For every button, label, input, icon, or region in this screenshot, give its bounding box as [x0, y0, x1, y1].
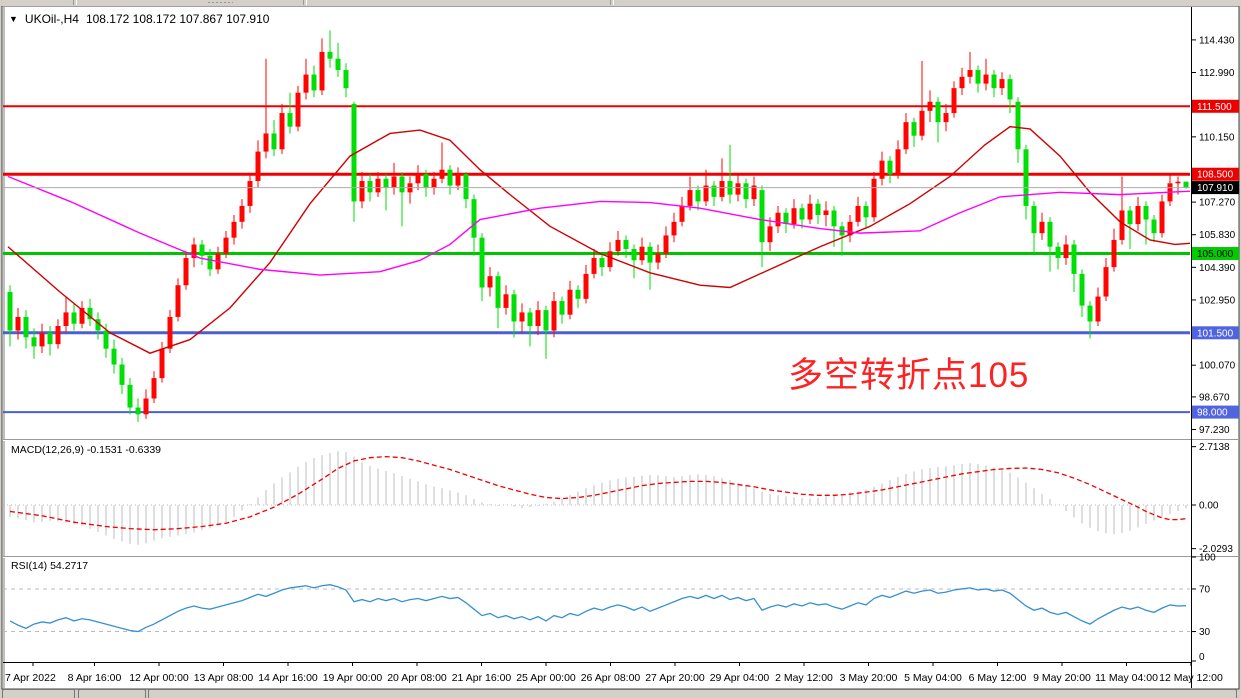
rsi-line: [9, 584, 1187, 633]
price-tick-label: 107.270: [1199, 198, 1236, 209]
chart-tab[interactable]: [78, 689, 146, 698]
ohlc-values-label: 108.172 108.172 107.867 107.910: [85, 12, 270, 26]
price-tick-label: 104.390: [1199, 263, 1236, 274]
price-axis: 114.430 112.990 110.150 107.270 105.830 104.3…: [1191, 35, 1236, 436]
macd-indicator-label: MACD(12,26,9) -0.1531 -0.6339: [11, 444, 161, 456]
svg-text:108.500: 108.500: [1197, 170, 1234, 181]
toolbar-drag-handle-icon: [207, 1, 233, 5]
price-tick-label: 97.230: [1199, 425, 1230, 436]
time-tick-label: 3 May 20:00: [840, 672, 898, 684]
text-annotation[interactable]: 多空转折点105: [788, 356, 1030, 395]
window-tab-strip: [0, 688, 1241, 698]
rsi-tick-label: 30: [1199, 627, 1211, 638]
time-tick-label: 5 May 04:00: [904, 672, 962, 684]
time-tick-label: 13 Apr 08:00: [194, 672, 254, 684]
chart-window-frame: [1, 5, 1240, 690]
macd-signal-line: [9, 455, 1187, 531]
price-tick-label: 98.670: [1199, 392, 1230, 403]
time-tick-label: 6 May 12:00: [969, 672, 1027, 684]
macd-tick-label: 2.7138: [1199, 442, 1230, 453]
price-badge: 101.500: [1192, 326, 1239, 340]
price-badge: 107.910: [1192, 181, 1239, 195]
price-badge: 98.000: [1192, 405, 1239, 419]
time-tick-label: 12 May 12:00: [1159, 672, 1223, 684]
price-tick-label: 105.830: [1199, 230, 1236, 241]
time-tick-label: 29 Apr 04:00: [710, 672, 770, 684]
price-tick-label: 112.990: [1199, 68, 1235, 79]
price-tick-label: 110.150: [1199, 132, 1235, 143]
time-tick-label: 26 Apr 08:00: [581, 672, 641, 684]
ma-fast-line: [7, 125, 1191, 354]
rsi-panel: 100 70 30 0: [3, 553, 1216, 663]
time-tick-label: 27 Apr 20:00: [645, 672, 705, 684]
macd-tick-label: 0.00: [1199, 501, 1219, 512]
rsi-tick-label: 0: [1199, 652, 1205, 663]
svg-text:98.000: 98.000: [1197, 408, 1228, 419]
price-badge: 108.500: [1192, 167, 1239, 181]
svg-text:107.910: 107.910: [1197, 183, 1234, 194]
price-badge: 111.500: [1192, 99, 1239, 113]
time-tick-label: 9 May 20:00: [1033, 672, 1091, 684]
svg-text:105.000: 105.000: [1197, 249, 1234, 260]
price-badge: 105.000: [1192, 247, 1239, 261]
chart-title: ▼ UKOil-,H4 108.172 108.172 107.867 107.…: [9, 12, 269, 26]
price-tick-label: 100.070: [1199, 361, 1236, 372]
chevron-down-icon[interactable]: ▼: [9, 14, 18, 24]
time-tick-label: 2 May 12:00: [775, 672, 833, 684]
time-tick-label: 19 Apr 00:00: [323, 672, 383, 684]
svg-text:111.500: 111.500: [1197, 102, 1232, 113]
time-tick-label: 20 Apr 08:00: [387, 672, 447, 684]
toolbar-separator: [303, 0, 307, 5]
toolbar-separator: [610, 0, 614, 5]
time-tick-label: 11 May 04:00: [1095, 672, 1158, 684]
rsi-indicator-label: RSI(14) 54.2717: [11, 560, 89, 572]
macd-tick-label: -2.0293: [1199, 544, 1233, 555]
toolbar-separator: [73, 0, 77, 5]
symbol-period-label: UKOil-,H4: [24, 12, 79, 26]
time-tick-label: 21 Apr 16:00: [452, 672, 512, 684]
rsi-tick-label: 100: [1199, 553, 1216, 564]
time-axis: 7 Apr 2022 8 Apr 16:00 12 Apr 00:00 13 Apr …: [5, 663, 1223, 684]
time-tick-label: 8 Apr 16:00: [68, 672, 122, 684]
chart-tab[interactable]: [148, 689, 1237, 698]
chart-tab[interactable]: [2, 689, 75, 698]
ma-slow-line: [7, 175, 1191, 276]
time-tick-label: 14 Apr 16:00: [258, 672, 318, 684]
toolbar-strip: [0, 0, 1241, 6]
rsi-tick-label: 70: [1199, 584, 1211, 595]
time-tick-label: 25 Apr 00:00: [516, 672, 576, 684]
price-tick-label: 114.430: [1199, 35, 1235, 46]
svg-text:101.500: 101.500: [1197, 328, 1234, 339]
time-tick-label: 7 Apr 2022: [5, 672, 56, 684]
price-tick-label: 102.950: [1199, 295, 1236, 306]
macd-panel: 2.7138 0.00 -2.0293: [3, 442, 1233, 555]
time-tick-label: 12 Apr 00:00: [129, 672, 189, 684]
